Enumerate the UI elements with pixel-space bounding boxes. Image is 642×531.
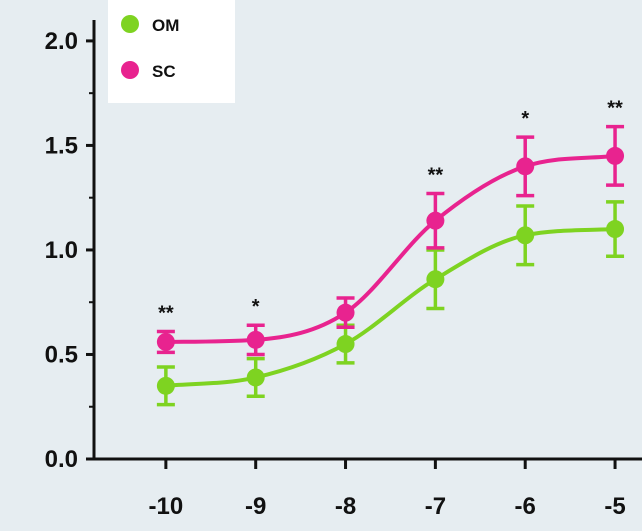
data-point-om <box>246 368 265 387</box>
axes: 0.0 0.5 1.0 1.5 2.0 -10 -9 -8 -7 -6 -5 <box>45 20 642 520</box>
legend-marker-sc <box>121 61 139 79</box>
data-points <box>156 124 625 407</box>
y-tick-label: 0.0 <box>45 446 78 473</box>
y-tick-label: 2.0 <box>45 28 78 55</box>
data-point-sc <box>246 330 265 349</box>
x-tick-label: -5 <box>604 493 625 520</box>
significance-label: * <box>252 296 260 318</box>
x-tick-label: -9 <box>245 493 266 520</box>
data-point-om <box>426 270 445 289</box>
x-tick-label: -6 <box>515 493 536 520</box>
y-tick-label: 0.5 <box>45 341 78 368</box>
significance-label: * <box>521 108 529 130</box>
data-point-sc <box>606 146 625 165</box>
data-point-om <box>606 220 625 239</box>
data-point-sc <box>336 303 355 322</box>
data-point-sc <box>426 211 445 230</box>
x-tick-label: -7 <box>425 493 446 520</box>
fit-curves <box>165 153 616 388</box>
data-point-om <box>156 376 175 395</box>
data-point-om <box>336 335 355 354</box>
legend-label-sc: SC <box>152 62 176 81</box>
legend-marker-om <box>121 15 139 33</box>
significance-label: ** <box>607 98 623 120</box>
x-tick-label: -10 <box>149 493 184 520</box>
legend: OM SC <box>108 0 235 103</box>
x-tick-label: -8 <box>335 493 356 520</box>
fit-curve-om <box>165 227 616 388</box>
significance-label: ** <box>158 302 174 324</box>
y-tick-label: 1.0 <box>45 237 78 264</box>
legend-label-om: OM <box>152 16 179 35</box>
data-point-om <box>516 226 535 245</box>
significance-label: ** <box>428 165 444 187</box>
data-point-sc <box>156 332 175 351</box>
data-point-sc <box>516 157 535 176</box>
significance-markers: ** **** ** <box>158 98 623 325</box>
y-tick-label: 1.5 <box>45 132 78 159</box>
